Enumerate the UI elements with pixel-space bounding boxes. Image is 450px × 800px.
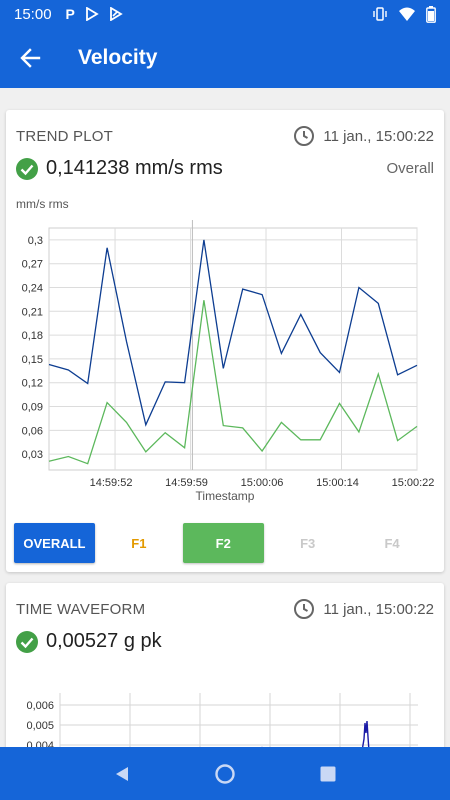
trend-plot-card: TREND PLOT 11 jan., 15:00:22 0,141238 mm… (6, 110, 444, 572)
circle-home-icon (215, 763, 235, 784)
nav-recents-button[interactable] (306, 752, 350, 796)
play-store-icon (85, 7, 99, 21)
y-tick-label: 0,09 (22, 402, 43, 414)
trend-value-row: 0,141238 mm/s rms Overall (16, 157, 434, 180)
trend-card-header: TREND PLOT 11 jan., 15:00:22 (16, 124, 434, 148)
f2-series-line (48, 300, 418, 465)
battery-icon (426, 5, 436, 23)
tab-f3: F3 (300, 535, 316, 551)
wave-timestamp: 11 jan., 15:00:22 (293, 598, 434, 620)
wave-card-header: TIME WAVEFORM 11 jan., 15:00:22 (16, 597, 434, 621)
page-title: Velocity (78, 46, 158, 69)
system-nav-bar (0, 747, 450, 800)
y-tick-label: 0,24 (22, 283, 43, 295)
x-axis-ticks: 14:59:52 14:59:59 15:00:06 15:00:14 15:00:22 (90, 477, 435, 489)
y-tick-label: 0,15 (22, 354, 43, 366)
back-button[interactable] (0, 28, 60, 88)
tab-f2[interactable]: F2 (182, 523, 264, 563)
y-tick-label: 0,27 (22, 259, 43, 271)
wave-card-title: TIME WAVEFORM (16, 600, 146, 618)
arrow-back-icon (20, 48, 41, 68)
wave-timestamp-text: 11 jan., 15:00:22 (323, 600, 434, 618)
x-axis-label: Timestamp (196, 489, 255, 503)
trend-value: 0,141238 mm/s rms (46, 157, 223, 179)
y-tick-label: 0,12 (22, 378, 43, 390)
square-recents-icon (320, 766, 336, 781)
x-tick-label: 15:00:14 (316, 477, 359, 489)
trend-chart[interactable]: 0,030,060,090,120,150,180,210,240,270,3 … (6, 220, 444, 520)
trend-aux-label: Overall (386, 160, 434, 177)
tab-f4: F4 (384, 535, 400, 551)
tab-f1[interactable]: F1 (131, 535, 147, 551)
trend-timestamp-text: 11 jan., 15:00:22 (323, 127, 434, 145)
app-bar: Velocity (0, 28, 450, 88)
check-circle-icon (16, 630, 38, 653)
clock-icon (294, 126, 315, 146)
x-tick-label: 15:00:06 (241, 477, 284, 489)
status-left-icons: P (66, 7, 123, 21)
wave-value-row: 0,00527 g pk (16, 630, 434, 653)
chart-grid (48, 220, 418, 471)
trend-card-title: TREND PLOT (16, 127, 114, 145)
y-tick-label: 0,06 (22, 425, 43, 437)
y-axis-ticks: 0,03 0,06 0,09 0,12 0,15 0,18 0,21 0,24 0,27 0,3 (22, 235, 43, 461)
vibrate-icon (373, 7, 387, 21)
y-tick-label: 0,3 (28, 235, 43, 247)
clock-icon (294, 599, 315, 619)
status-right-icons (372, 5, 436, 23)
status-bar: 15:00 P (0, 0, 450, 28)
triangle-back-icon (115, 766, 128, 781)
wave-y-tick: 0,006 (26, 700, 54, 712)
nav-back-button[interactable] (100, 752, 144, 796)
wifi-icon (399, 7, 415, 21)
check-circle-icon (16, 157, 38, 180)
overall-series-line (48, 239, 418, 427)
wave-value: 0,00527 g pk (46, 630, 162, 652)
x-tick-label: 14:59:59 (165, 477, 208, 489)
nav-home-button[interactable] (203, 752, 247, 796)
y-tick-label: 0,03 (22, 449, 43, 461)
parking-icon: P (65, 6, 75, 22)
chart-series (48, 239, 418, 465)
trend-timestamp: 11 jan., 15:00:22 (293, 125, 434, 147)
trend-unit-label: mm/s rms (16, 197, 69, 211)
x-tick-label: 14:59:52 (90, 477, 133, 489)
wave-y-tick: 0,005 (26, 720, 54, 732)
filter-tabs: OVERALL F1 F2 F3 F4 (14, 523, 436, 563)
y-tick-label: 0,18 (22, 330, 43, 342)
status-time: 15:00 (14, 5, 52, 23)
x-tick-label: 15:00:22 (392, 477, 435, 489)
play-store-alt-icon (109, 7, 123, 21)
tab-overall[interactable]: OVERALL (14, 523, 95, 563)
y-tick-label: 0,21 (22, 306, 43, 318)
